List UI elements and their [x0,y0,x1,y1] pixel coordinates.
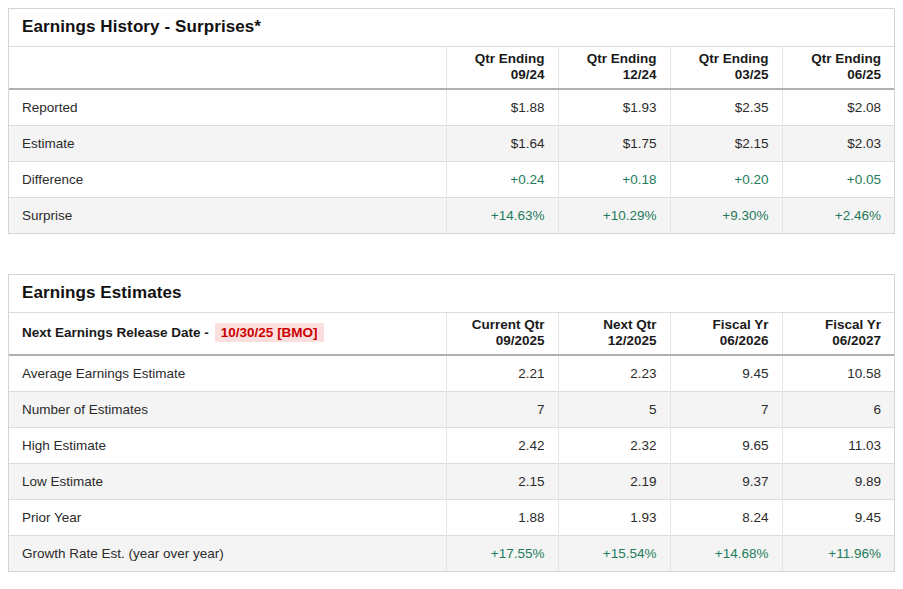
cell-value: $1.88 [446,89,558,126]
cell-value: 6 [782,392,894,428]
cell-value: 5 [558,392,670,428]
cell-value: +14.68% [670,536,782,572]
cell-value: +0.05 [782,162,894,198]
cell-value: $1.64 [446,126,558,162]
header-spacer [9,47,446,89]
table-row-number-of-estimates: Number of Estimates 7 5 7 6 [9,392,894,428]
column-header-fiscal-yr-2026: Fiscal Yr 06/2026 [670,313,782,355]
column-header-qtr-0625: Qtr Ending 06/25 [782,47,894,89]
cell-value: 2.42 [446,428,558,464]
column-header-current-qtr: Current Qtr 09/2025 [446,313,558,355]
row-label: Estimate [9,126,446,162]
page: { "colors": { "positive_green": "#1e7b5c… [0,0,903,589]
table-row-estimate: Estimate $1.64 $1.75 $2.15 $2.03 [9,126,894,162]
cell-value: 9.45 [670,355,782,392]
release-date-header: Next Earnings Release Date - 10/30/25 [BM… [9,313,446,355]
table-row-average-earnings-estimate: Average Earnings Estimate 2.21 2.23 9.45… [9,355,894,392]
cell-value: 9.45 [782,500,894,536]
earnings-estimates-header-row: Next Earnings Release Date - 10/30/25 [BM… [9,313,894,355]
earnings-history-title: Earnings History - Surprises* [9,9,894,47]
cell-value: 2.19 [558,464,670,500]
row-label: Difference [9,162,446,198]
cell-value: +17.55% [446,536,558,572]
cell-value: 2.23 [558,355,670,392]
cell-value: +2.46% [782,198,894,234]
row-label: Reported [9,89,446,126]
row-label: Low Estimate [9,464,446,500]
cell-value: 2.15 [446,464,558,500]
cell-value: 11.03 [782,428,894,464]
earnings-estimates-table: Next Earnings Release Date - 10/30/25 [BM… [9,313,894,571]
cell-value: +10.29% [558,198,670,234]
cell-value: 2.32 [558,428,670,464]
earnings-estimates-title: Earnings Estimates [9,275,894,313]
release-date-badge: 10/30/25 [BMO] [215,323,324,342]
table-row-difference: Difference +0.24 +0.18 +0.20 +0.05 [9,162,894,198]
row-label: Number of Estimates [9,392,446,428]
row-label: Surprise [9,198,446,234]
earnings-estimates-section: Earnings Estimates Next Earnings Release… [8,274,895,572]
table-row-high-estimate: High Estimate 2.42 2.32 9.65 11.03 [9,428,894,464]
row-label: Average Earnings Estimate [9,355,446,392]
table-row-prior-year: Prior Year 1.88 1.93 8.24 9.45 [9,500,894,536]
cell-value: +14.63% [446,198,558,234]
column-header-fiscal-yr-2027: Fiscal Yr 06/2027 [782,313,894,355]
cell-value: 10.58 [782,355,894,392]
table-row-low-estimate: Low Estimate 2.15 2.19 9.37 9.89 [9,464,894,500]
earnings-history-table: Qtr Ending 09/24 Qtr Ending 12/24 Qtr En… [9,47,894,233]
table-row-growth-rate-est: Growth Rate Est. (year over year) +17.55… [9,536,894,572]
column-header-next-qtr: Next Qtr 12/2025 [558,313,670,355]
cell-value: 1.93 [558,500,670,536]
cell-value: 9.37 [670,464,782,500]
earnings-history-section: Earnings History - Surprises* Qtr Ending… [8,8,895,234]
column-header-qtr-0924: Qtr Ending 09/24 [446,47,558,89]
cell-value: $2.03 [782,126,894,162]
earnings-history-header-row: Qtr Ending 09/24 Qtr Ending 12/24 Qtr En… [9,47,894,89]
cell-value: $2.15 [670,126,782,162]
cell-value: 9.65 [670,428,782,464]
cell-value: 8.24 [670,500,782,536]
table-row-surprise: Surprise +14.63% +10.29% +9.30% +2.46% [9,198,894,234]
cell-value: +9.30% [670,198,782,234]
release-date-label: Next Earnings Release Date - [22,325,209,340]
cell-value: +0.24 [446,162,558,198]
cell-value: 1.88 [446,500,558,536]
cell-value: $2.08 [782,89,894,126]
table-row-reported: Reported $1.88 $1.93 $2.35 $2.08 [9,89,894,126]
cell-value: +0.18 [558,162,670,198]
cell-value: +0.20 [670,162,782,198]
cell-value: $1.75 [558,126,670,162]
cell-value: $2.35 [670,89,782,126]
row-label: Prior Year [9,500,446,536]
row-label: High Estimate [9,428,446,464]
row-label: Growth Rate Est. (year over year) [9,536,446,572]
cell-value: 7 [446,392,558,428]
column-header-qtr-1224: Qtr Ending 12/24 [558,47,670,89]
cell-value: $1.93 [558,89,670,126]
cell-value: +11.96% [782,536,894,572]
cell-value: 7 [670,392,782,428]
cell-value: 2.21 [446,355,558,392]
cell-value: +15.54% [558,536,670,572]
cell-value: 9.89 [782,464,894,500]
column-header-qtr-0325: Qtr Ending 03/25 [670,47,782,89]
